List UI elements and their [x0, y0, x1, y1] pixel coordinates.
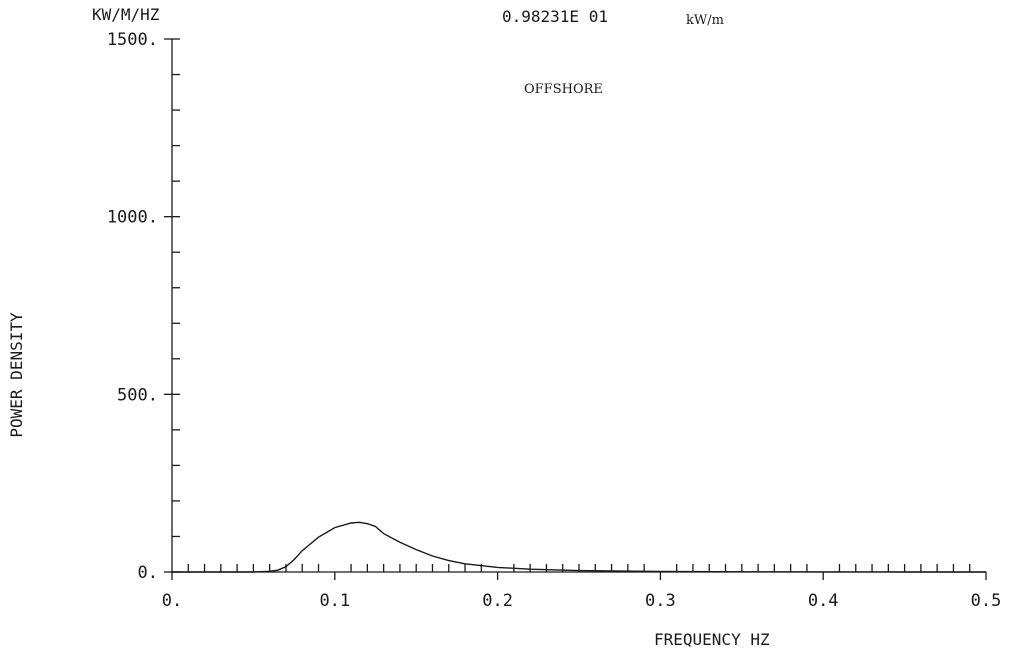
x-axis-label: FREQUENCY HZ [654, 630, 770, 649]
y-tick-label: 1000. [107, 208, 158, 228]
header-value: 0.98231E 01 [502, 7, 608, 26]
x-tick-label: 0.2 [482, 591, 513, 611]
x-tick-label: 0.5 [971, 591, 1002, 611]
x-tick-label: 0.4 [808, 591, 839, 611]
x-tick-label: 0.3 [645, 591, 676, 611]
y-ticks: 0. 500. 1000. 1500. [107, 30, 180, 583]
x-tick-label: 0.1 [319, 591, 350, 611]
y-unit-label: KW/M/HZ [92, 5, 160, 24]
axes [171, 39, 986, 573]
x-tick-label: 0. [162, 591, 182, 611]
series-layer [172, 521, 986, 573]
spectrum-line [172, 521, 986, 573]
y-tick-label: 1500. [107, 30, 158, 50]
x-ticks: 0. 0.1 0.2 0.3 0.4 0.5 [162, 564, 1002, 611]
header-unit: kW/m [686, 13, 724, 28]
annotation-offshore: OFFSHORE [524, 82, 603, 97]
y-axis-label: POWER DENSITY [7, 312, 26, 438]
y-tick-label: 0. [138, 563, 158, 583]
y-tick-label: 500. [117, 385, 158, 405]
